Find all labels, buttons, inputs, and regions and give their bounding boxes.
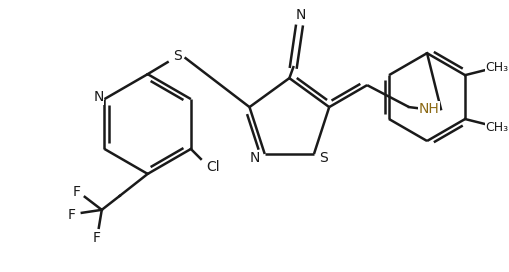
Text: Cl: Cl — [206, 160, 219, 174]
Text: F: F — [68, 208, 76, 222]
Text: N: N — [295, 8, 305, 22]
Text: F: F — [73, 185, 80, 199]
Text: F: F — [93, 231, 101, 245]
Text: N: N — [249, 151, 260, 165]
Text: S: S — [173, 49, 182, 63]
Text: CH₃: CH₃ — [485, 120, 507, 134]
Text: CH₃: CH₃ — [485, 61, 507, 74]
Text: NH: NH — [418, 102, 439, 116]
Text: N: N — [93, 90, 103, 104]
Text: S: S — [319, 151, 328, 165]
